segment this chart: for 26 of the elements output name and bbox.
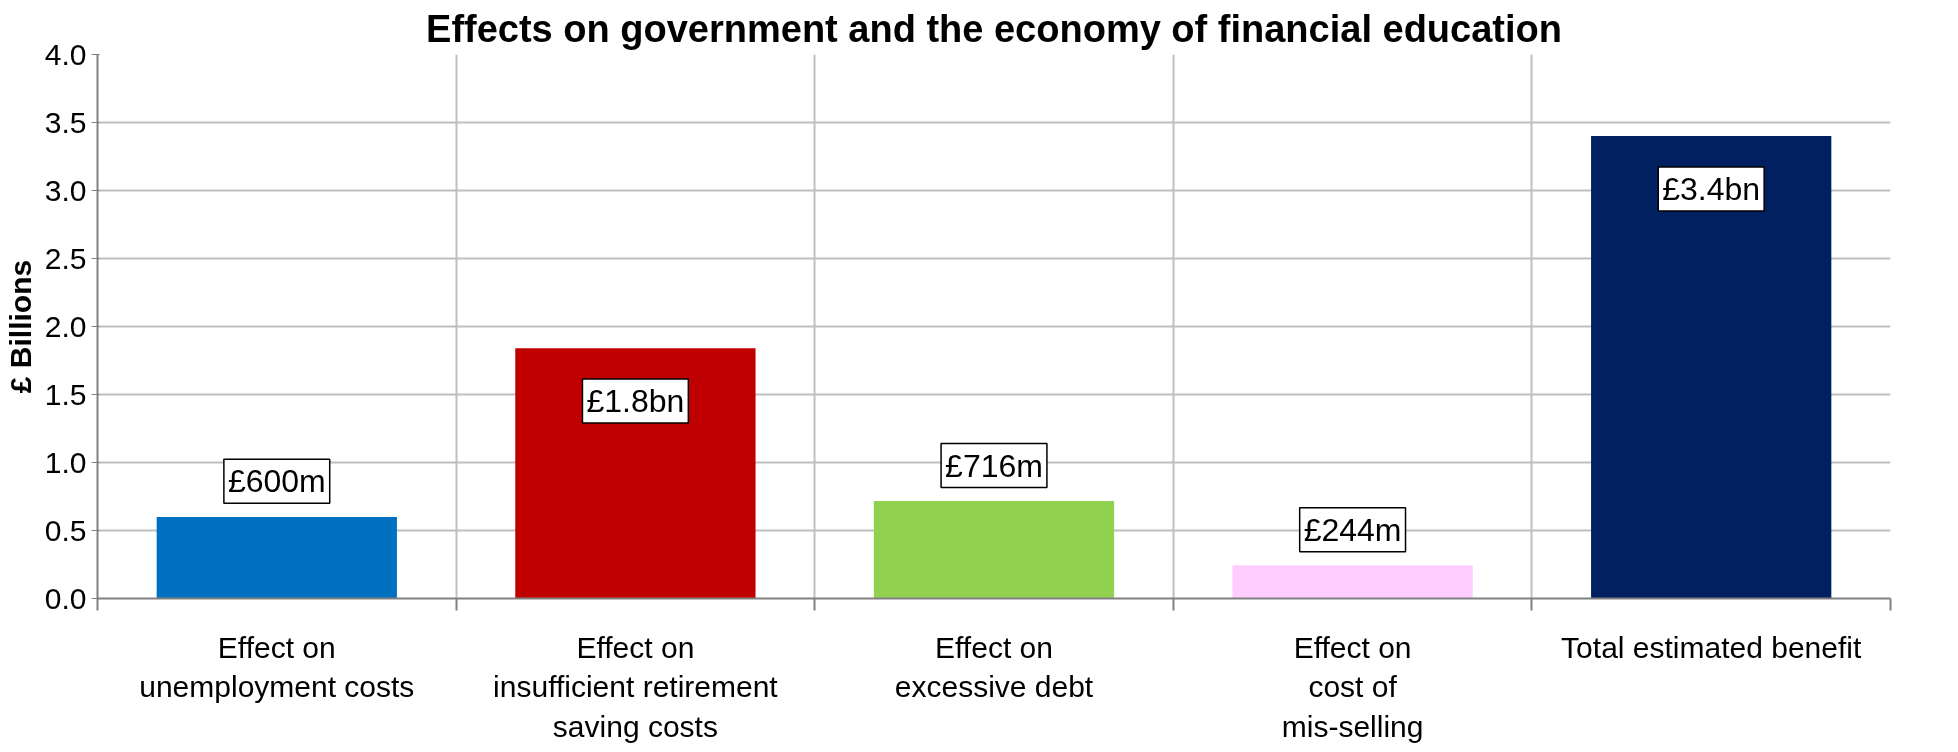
bar <box>515 348 756 599</box>
annotation: £1.8bn <box>586 383 685 420</box>
annotation: £3.4bn <box>1662 170 1761 207</box>
chart-title: Effects on government and the economy of financial education <box>426 7 1562 50</box>
y-tick-label: 3.0 <box>44 173 87 207</box>
bar <box>156 516 397 599</box>
y-tick-label: 2.5 <box>44 241 87 275</box>
y-axis-title: £ Billions <box>3 259 37 394</box>
y-tick-label: 0.5 <box>44 513 87 547</box>
annotation: £600m <box>227 463 326 500</box>
x-tick-label: Effect on excessive debt <box>894 630 1094 704</box>
y-tick-label: 1.0 <box>44 445 87 479</box>
annotation: £244m <box>1303 511 1402 548</box>
annotation: £716m <box>945 447 1043 484</box>
y-tick-label: 2.0 <box>44 309 87 343</box>
x-tick-label: Effect on unemployment costs <box>139 630 415 704</box>
bar <box>1232 565 1473 599</box>
bar <box>1591 136 1832 599</box>
y-tick-label: 4.0 <box>44 37 87 71</box>
x-tick-label: Total estimated benefit <box>1561 630 1862 664</box>
y-tick-label: 0.0 <box>44 581 87 615</box>
x-tick-label: Effect on insufficient retirement saving costs <box>493 630 779 743</box>
y-tick-label: 1.5 <box>44 377 87 411</box>
y-tick-label: 3.5 <box>44 105 87 139</box>
bar <box>873 501 1115 599</box>
x-tick-label: Effect on cost of mis-selling <box>1281 630 1424 743</box>
